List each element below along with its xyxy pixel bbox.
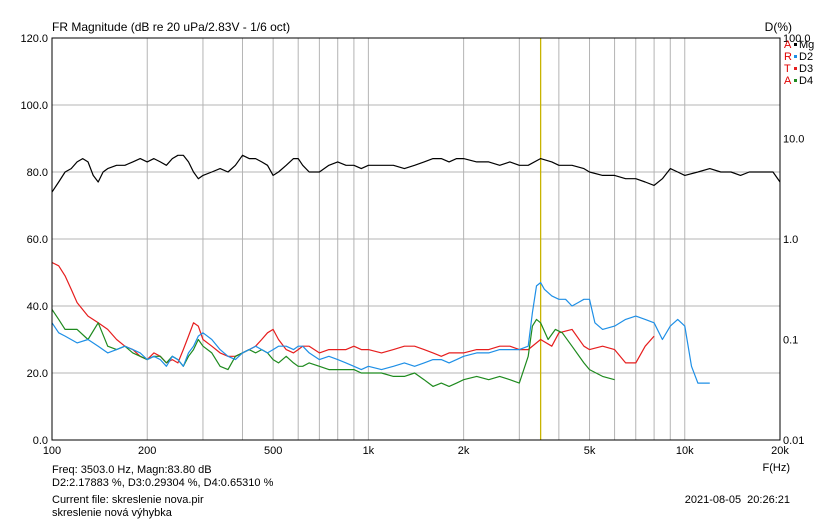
y-tick-label: 0.0 [33, 435, 48, 447]
cursor-readout-distortion: D2:2.17883 %, D3:0.29304 %, D4:0.65310 % [52, 477, 274, 489]
legend-item-d4[interactable]: A D4 [784, 75, 813, 87]
series-group [51, 154, 781, 387]
x-tick-label: 500 [264, 445, 282, 457]
legend-letter: T [784, 63, 791, 75]
y2-tick-label: 1.0 [783, 234, 798, 246]
series-line-d3 [51, 261, 655, 364]
legend-marker-icon [794, 42, 797, 46]
current-file: Current file: skreslenie nova.pir [52, 494, 204, 506]
legend-label: D4 [799, 75, 814, 87]
x-tick-label: 100 [43, 445, 61, 457]
file-description: skreslenie nová výhybka [52, 507, 172, 519]
legend-marker-icon [794, 54, 797, 58]
legend-marker-icon [794, 78, 797, 82]
x-tick-label: 2k [458, 445, 470, 457]
legend-label: D2 [799, 51, 814, 63]
y2-tick-label: 0.01 [783, 435, 804, 447]
grid [51, 37, 781, 441]
y-tick-label: 100.0 [20, 100, 48, 112]
x-tick-label: 200 [138, 445, 156, 457]
x-tick-label: 1k [363, 445, 375, 457]
legend-letter: R [784, 51, 792, 63]
tick-labels: 100 200 500 1k 2k 5k 10k 20k 0.0 20.0 40.0 60.0 80.0… [20, 33, 810, 457]
legend-label: D3 [799, 63, 814, 75]
legend-marker-icon [794, 66, 797, 70]
y-tick-label: 40.0 [27, 301, 48, 313]
y-tick-label: 60.0 [27, 234, 48, 246]
y2-tick-label: 0.1 [783, 335, 798, 347]
legend-item-mg[interactable]: A Mg [784, 39, 814, 51]
series-line-d2 [51, 282, 710, 384]
series-line-mg [51, 154, 781, 193]
cursor-readout-magnitude: Freq: 3503.0 Hz, Magn:83.80 dB [52, 464, 212, 476]
y-tick-label: 120.0 [20, 33, 48, 45]
timestamp: 2021-08-05 20:26:21 [684, 494, 790, 506]
legend-letter: A [784, 75, 792, 87]
x-tick-label: 10k [676, 445, 694, 457]
x-tick-label: 20k [771, 445, 789, 457]
plot-frame [51, 37, 781, 441]
legend-item-d3[interactable]: T D3 [784, 63, 813, 75]
y2-tick-label: 10.0 [783, 134, 804, 146]
y-tick-label: 80.0 [27, 167, 48, 179]
right-axis-unit: D(%) [764, 20, 792, 34]
x-tick-label: 5k [584, 445, 596, 457]
y2-tick-label: 100.0 [783, 33, 811, 45]
x-axis-unit: F(Hz) [762, 462, 791, 474]
y-tick-label: 20.0 [27, 368, 48, 380]
legend-label: Mg [799, 39, 815, 51]
legend-item-d2[interactable]: R D2 [784, 51, 813, 63]
legend-letter: A [784, 39, 792, 51]
chart-title: FR Magnitude (dB re 20 uPa/2.83V - 1/6 o… [52, 20, 291, 34]
